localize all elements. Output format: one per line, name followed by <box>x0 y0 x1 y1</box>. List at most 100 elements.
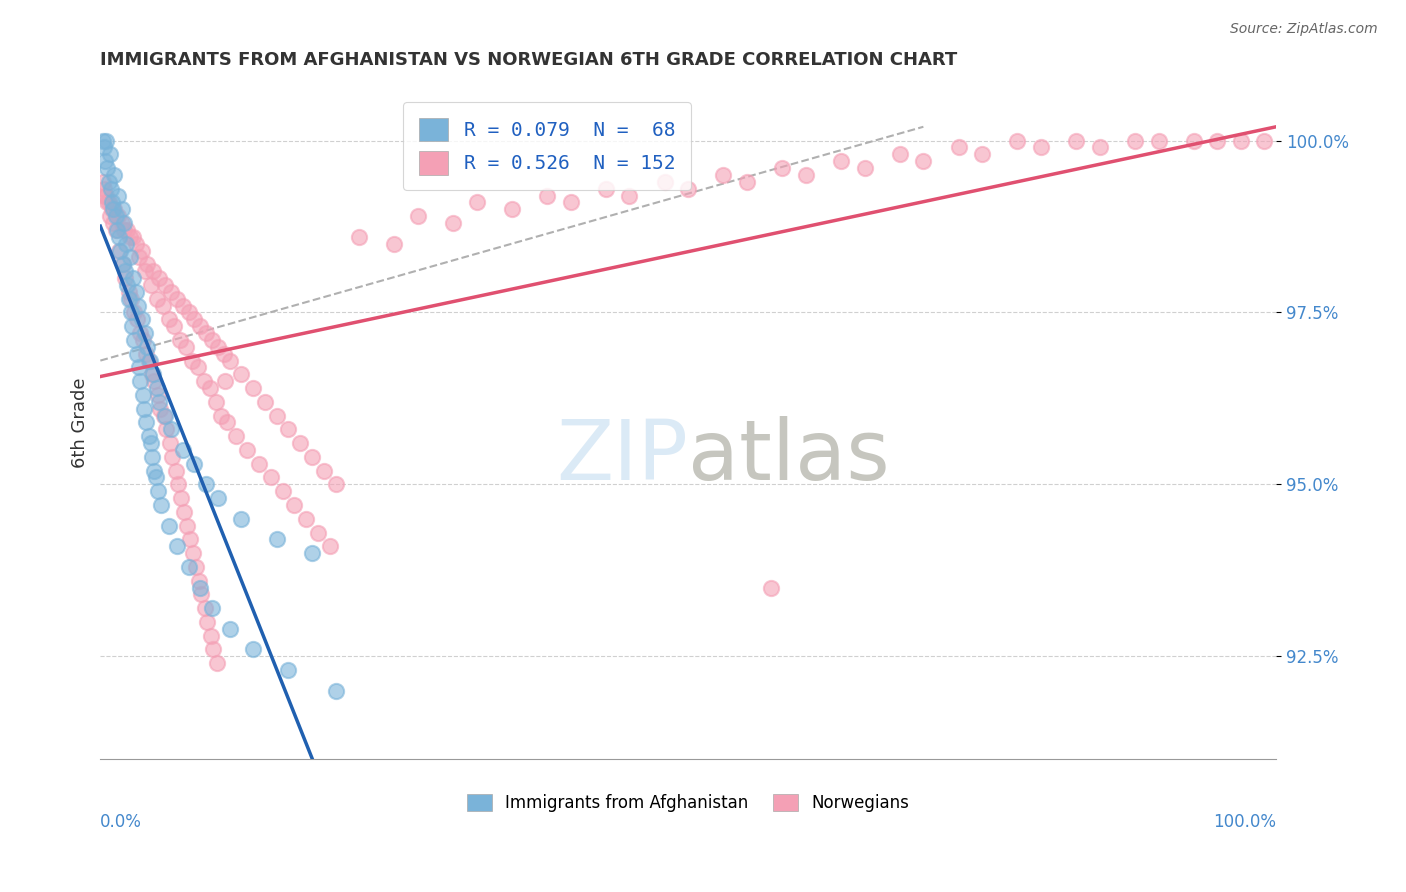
Point <box>143 374 166 388</box>
Point <box>194 601 217 615</box>
Point <box>155 422 177 436</box>
Point <box>100 182 122 196</box>
Point <box>135 347 157 361</box>
Point <box>117 277 139 292</box>
Point <box>91 175 114 189</box>
Point <box>183 312 205 326</box>
Point <box>187 360 209 375</box>
Point <box>202 642 225 657</box>
Point <box>193 374 215 388</box>
Point <box>948 140 970 154</box>
Point <box>283 498 305 512</box>
Text: 0.0%: 0.0% <box>100 814 142 831</box>
Point <box>124 333 146 347</box>
Point <box>165 464 187 478</box>
Point <box>136 340 159 354</box>
Text: IMMIGRANTS FROM AFGHANISTAN VS NORWEGIAN 6TH GRADE CORRELATION CHART: IMMIGRANTS FROM AFGHANISTAN VS NORWEGIAN… <box>100 51 957 69</box>
Point <box>1007 134 1029 148</box>
Point <box>138 429 160 443</box>
Point <box>135 416 157 430</box>
Point <box>146 388 169 402</box>
Point <box>195 615 218 629</box>
Text: ZIP: ZIP <box>557 416 688 497</box>
Point <box>295 512 318 526</box>
Point <box>271 484 294 499</box>
Point <box>128 360 150 375</box>
Point <box>501 202 523 217</box>
Point <box>97 175 120 189</box>
Point <box>114 264 136 278</box>
Point <box>107 188 129 202</box>
Point <box>124 305 146 319</box>
Point <box>157 518 180 533</box>
Point <box>204 395 226 409</box>
Point <box>131 312 153 326</box>
Point <box>112 216 135 230</box>
Point <box>1123 134 1146 148</box>
Text: atlas: atlas <box>688 416 890 497</box>
Point <box>218 622 240 636</box>
Point <box>198 381 221 395</box>
Point <box>277 663 299 677</box>
Point <box>101 195 124 210</box>
Point <box>145 470 167 484</box>
Point <box>1230 134 1253 148</box>
Point <box>172 442 194 457</box>
Point <box>134 264 156 278</box>
Point <box>104 223 127 237</box>
Point <box>115 236 138 251</box>
Point <box>201 601 224 615</box>
Point <box>266 533 288 547</box>
Point <box>214 374 236 388</box>
Point <box>217 416 239 430</box>
Point <box>794 168 817 182</box>
Point <box>159 436 181 450</box>
Point <box>129 374 152 388</box>
Point <box>1253 134 1275 148</box>
Point <box>146 381 169 395</box>
Point <box>118 251 141 265</box>
Point <box>98 209 121 223</box>
Point <box>312 464 335 478</box>
Point <box>91 134 114 148</box>
Point <box>211 409 233 423</box>
Point <box>441 216 464 230</box>
Point <box>103 202 125 217</box>
Point <box>139 436 162 450</box>
Point <box>676 182 699 196</box>
Point <box>107 209 129 223</box>
Point <box>111 257 134 271</box>
Point <box>207 340 229 354</box>
Point <box>97 195 120 210</box>
Point <box>912 154 935 169</box>
Point <box>139 277 162 292</box>
Point <box>260 470 283 484</box>
Point <box>163 319 186 334</box>
Point <box>236 442 259 457</box>
Point <box>242 642 264 657</box>
Point <box>853 161 876 175</box>
Legend: Immigrants from Afghanistan, Norwegians: Immigrants from Afghanistan, Norwegians <box>460 787 917 819</box>
Point <box>131 244 153 258</box>
Point <box>205 656 228 670</box>
Point <box>138 353 160 368</box>
Point <box>301 450 323 464</box>
Point <box>166 292 188 306</box>
Point <box>122 229 145 244</box>
Point <box>136 257 159 271</box>
Point <box>167 477 190 491</box>
Point <box>110 216 132 230</box>
Point <box>122 271 145 285</box>
Point <box>104 209 127 223</box>
Point <box>201 333 224 347</box>
Text: Source: ZipAtlas.com: Source: ZipAtlas.com <box>1230 22 1378 37</box>
Point <box>142 264 165 278</box>
Text: 100.0%: 100.0% <box>1213 814 1277 831</box>
Point <box>184 560 207 574</box>
Point <box>149 401 172 416</box>
Point <box>101 202 124 217</box>
Point <box>114 271 136 285</box>
Point <box>125 312 148 326</box>
Point <box>290 436 312 450</box>
Point <box>770 161 793 175</box>
